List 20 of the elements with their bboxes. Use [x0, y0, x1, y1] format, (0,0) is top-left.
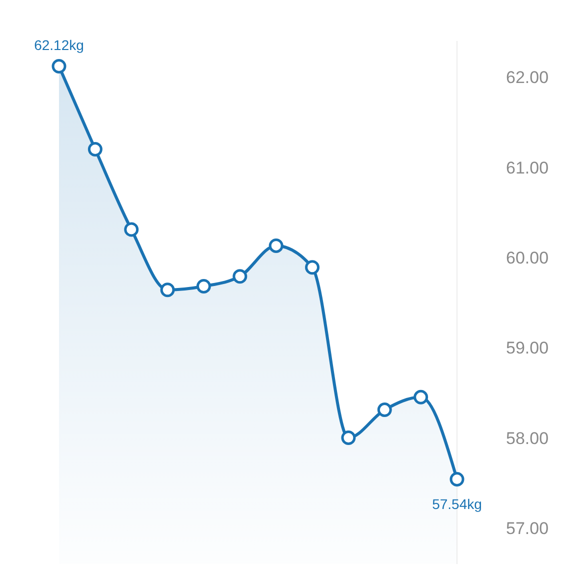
- point: [377, 402, 392, 418]
- data-label: 57.54kg: [432, 496, 482, 512]
- data-label: 62.12kg: [34, 37, 84, 54]
- point: [124, 222, 139, 237]
- point: [341, 430, 356, 446]
- y-tick-label: 57.00: [506, 518, 549, 538]
- y-tick-label: 60.00: [506, 248, 549, 268]
- point: [232, 269, 248, 284]
- point: [160, 282, 175, 298]
- point: [268, 238, 284, 253]
- point: [450, 472, 464, 486]
- y-tick-label: 61.00: [506, 158, 549, 178]
- y-tick-label: 62.00: [506, 68, 549, 88]
- y-tick-label: 58.00: [506, 428, 549, 448]
- point: [305, 260, 320, 275]
- y-tick-label: 59.00: [506, 338, 549, 358]
- point: [88, 142, 102, 156]
- point: [52, 59, 66, 74]
- point: [414, 390, 428, 404]
- point: [196, 279, 211, 294]
